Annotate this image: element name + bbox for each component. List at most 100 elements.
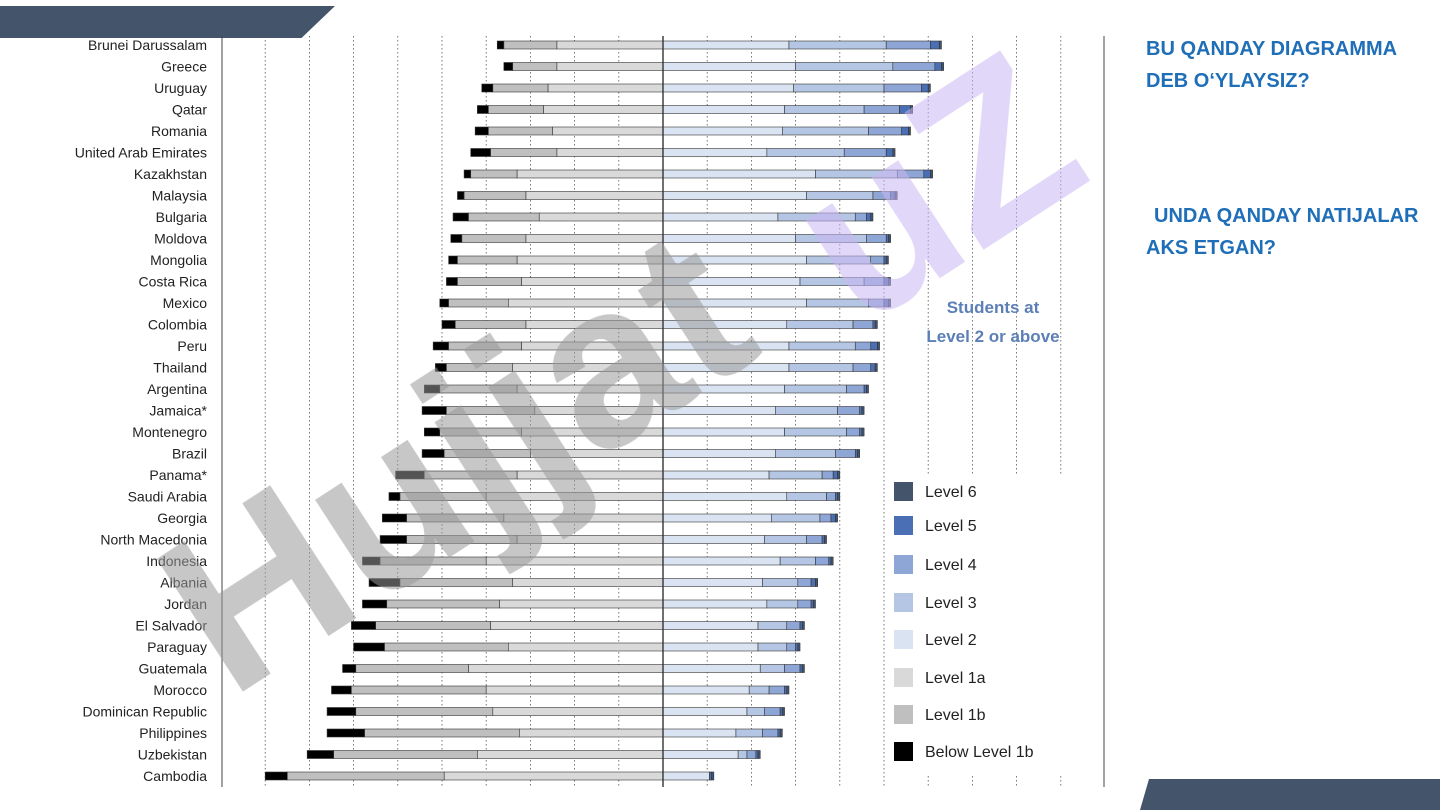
bar-segment xyxy=(894,191,898,200)
bar-segment xyxy=(835,449,856,458)
bar-segment xyxy=(908,126,911,136)
category-label: North Macedonia xyxy=(100,532,207,548)
category-label: Uzbekistan xyxy=(138,747,207,763)
bar-segment xyxy=(662,664,761,673)
bar-segment xyxy=(477,105,489,114)
bar-segment xyxy=(662,105,785,114)
bar-segment xyxy=(463,191,527,200)
bar-segment xyxy=(306,750,335,759)
bar-segment xyxy=(662,728,737,738)
bar-segment xyxy=(874,363,878,372)
category-label: Greece xyxy=(161,59,207,75)
bar-segment xyxy=(556,62,664,71)
bar-segment xyxy=(826,492,836,501)
bar-segment xyxy=(499,599,664,609)
bar-segment xyxy=(770,513,821,523)
category-label: Bulgaria xyxy=(156,209,208,225)
bar-segment xyxy=(461,234,527,243)
category-label: Saudi Arabia xyxy=(128,489,208,505)
legend-swatch xyxy=(894,705,913,724)
bar-segment xyxy=(662,642,759,652)
top-banner xyxy=(0,6,335,38)
category-label: Brazil xyxy=(172,446,207,462)
category-label: Argentina xyxy=(147,381,207,397)
legend-box xyxy=(885,474,1095,774)
bar-segment xyxy=(746,707,765,716)
category-label: Costa Rica xyxy=(139,274,208,290)
bar-segment xyxy=(481,83,494,93)
category-label: Peru xyxy=(177,338,207,354)
bar-segment xyxy=(832,470,838,480)
bar-segment xyxy=(797,578,812,587)
bar-segment xyxy=(892,148,896,157)
category-label: Montenegro xyxy=(132,424,207,440)
bar-segment xyxy=(450,234,463,243)
bar-segment xyxy=(662,492,788,501)
bar-segment xyxy=(474,126,489,136)
legend-label: Level 3 xyxy=(925,595,977,612)
bar-segment xyxy=(355,707,494,716)
bar-segment xyxy=(819,513,832,523)
bar-segment xyxy=(830,513,836,523)
annotation-line-1: Students at xyxy=(947,298,1040,317)
bar-segment xyxy=(815,556,830,566)
question-diagram-type: BU QANDAY DIAGRAMMA DEB O‘YLAYSIZ? xyxy=(1146,38,1397,92)
bar-segment xyxy=(326,707,357,716)
bar-segment xyxy=(496,40,505,50)
bar-segment xyxy=(470,169,518,179)
category-label: Qatar xyxy=(172,102,207,118)
bar-segment xyxy=(709,771,712,781)
bar-segment xyxy=(938,40,942,50)
bar-segment xyxy=(815,578,818,587)
category-label: Georgia xyxy=(157,510,207,526)
bar-segment xyxy=(552,126,664,136)
bar-segment xyxy=(286,771,445,781)
bar-segment xyxy=(662,40,790,50)
legend-swatch xyxy=(894,516,913,535)
bar-segment xyxy=(757,642,788,652)
bar-segment xyxy=(662,535,765,544)
bar-segment xyxy=(662,599,768,609)
category-label: Indonesia xyxy=(146,553,207,569)
bar-segment xyxy=(777,728,781,738)
category-label: El Salvador xyxy=(135,618,207,634)
bar-segment xyxy=(788,40,887,50)
bar-segment xyxy=(468,664,664,673)
bar-segment xyxy=(764,535,807,544)
bar-segment xyxy=(662,470,770,480)
bar-segment xyxy=(874,320,878,329)
bar-segment xyxy=(766,599,799,609)
category-label: Philippines xyxy=(139,725,207,741)
bar-segment xyxy=(870,363,876,372)
bar-segment xyxy=(746,750,757,759)
bar-segment xyxy=(457,255,518,265)
category-label: Panama* xyxy=(149,467,207,483)
category-label: Brunei Darussalam xyxy=(88,37,207,53)
bar-segment xyxy=(786,492,827,501)
legend-label: Level 5 xyxy=(925,518,977,535)
bar-segment xyxy=(543,105,664,114)
question-results: UNDA QANDAY NATIJALAR AKS ETGAN? xyxy=(1146,200,1436,264)
category-label: Jordan xyxy=(164,596,207,612)
bar-segment xyxy=(863,384,867,394)
category-label: Morocco xyxy=(153,682,207,698)
bar-segment xyxy=(877,341,880,351)
bar-segment xyxy=(821,470,834,480)
bar-segment xyxy=(941,62,944,71)
bar-segment xyxy=(799,664,803,673)
bar-segment xyxy=(556,148,664,157)
bar-segment xyxy=(737,750,748,759)
annotation-line-2: Level 2 or above xyxy=(926,327,1059,346)
bar-segment xyxy=(468,212,540,222)
bar-segment xyxy=(485,685,664,695)
bar-segment xyxy=(488,126,553,136)
bar-segment xyxy=(762,728,779,738)
bar-segment xyxy=(859,427,863,437)
bar-segment xyxy=(828,556,832,566)
category-label: Romania xyxy=(151,123,207,139)
bar-segment xyxy=(866,384,869,394)
bar-segment xyxy=(662,771,710,781)
bar-segment xyxy=(556,40,664,50)
bar-segment xyxy=(662,62,796,71)
